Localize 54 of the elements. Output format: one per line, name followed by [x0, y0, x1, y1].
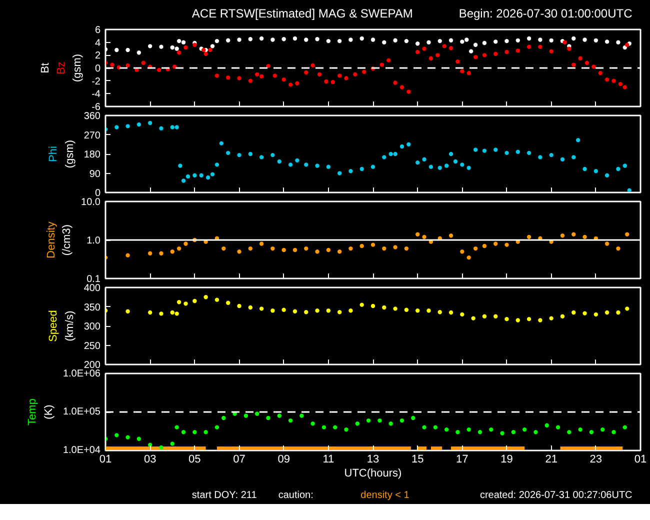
x-tick-label: 05: [188, 454, 201, 466]
chart-subtitle: Begin: 2026-07-30 01:00:00UTC: [458, 6, 633, 21]
x-tick-label: 23: [590, 454, 602, 466]
band-label: density < 1: [360, 490, 410, 501]
text: Density: [46, 221, 58, 258]
y-tick-label: 90: [89, 168, 101, 180]
y-tick-label: 6: [94, 25, 101, 36]
y-tick-label: 2: [94, 50, 101, 62]
y-axis-title: (km/s): [64, 310, 76, 342]
x-tick-label: 17: [456, 454, 468, 466]
text: Bt: [40, 62, 52, 74]
x-axis-title: UTC(hours): [344, 468, 402, 480]
y-tick-label: 180: [84, 150, 101, 160]
x-tick-label: 11: [322, 454, 334, 466]
text: Phi: [48, 146, 60, 162]
x-tick-label: 03: [144, 454, 156, 466]
y-tick-label: 1.0E+06: [62, 368, 101, 380]
y-tick-label: 300: [84, 322, 101, 332]
y-tick-label: 10.0: [81, 197, 101, 208]
y-tick-label: -4: [92, 89, 101, 100]
x-tick-label: 01: [634, 454, 647, 466]
x-tick-label: 01: [99, 454, 112, 466]
y-tick-label: 4: [94, 38, 101, 49]
x-tick-label: 15: [411, 454, 424, 466]
y-axis-title: (/cm3): [61, 224, 74, 256]
y-tick-label: 360: [84, 111, 101, 122]
text: caution:: [278, 490, 314, 501]
y-tick-label: 0: [94, 188, 101, 199]
y-tick-label: 1.0: [86, 236, 101, 246]
text: Bz: [56, 62, 68, 74]
y-tick-label: 0: [94, 64, 101, 74]
x-tick-label: 13: [366, 454, 380, 466]
x-tick-label: 07: [233, 454, 246, 466]
x-tick-label: 19: [500, 454, 513, 466]
y-tick-label: 1.0E+05: [62, 406, 101, 418]
y-tick-label: 270: [84, 130, 101, 142]
y-axis-title: (K): [42, 404, 55, 420]
y-tick-label: 1.0E+04: [62, 445, 101, 456]
y-tick-label: -6: [92, 102, 101, 113]
y-tick-label: 350: [84, 302, 101, 314]
y-tick-label: -2: [92, 76, 101, 88]
y-axis-title: (gsm): [72, 54, 84, 82]
y-tick-label: 200: [84, 360, 101, 371]
text: created: 2026-07-31 00:27:06UTC: [480, 490, 632, 501]
text: Speed: [48, 310, 60, 342]
y-tick-label: 400: [84, 283, 101, 294]
y-tick-label: 0.1: [86, 274, 101, 285]
y-axis-title: (gsm): [64, 140, 76, 168]
x-tick-label: 09: [278, 454, 290, 466]
y-tick-label: 250: [84, 340, 101, 352]
chart-title: ACE RTSW[Estimated] MAG & SWEPAM: [192, 6, 413, 21]
x-tick-label: 21: [545, 454, 558, 466]
text: start DOY: 211: [192, 490, 258, 501]
text: Temp: [26, 398, 38, 426]
